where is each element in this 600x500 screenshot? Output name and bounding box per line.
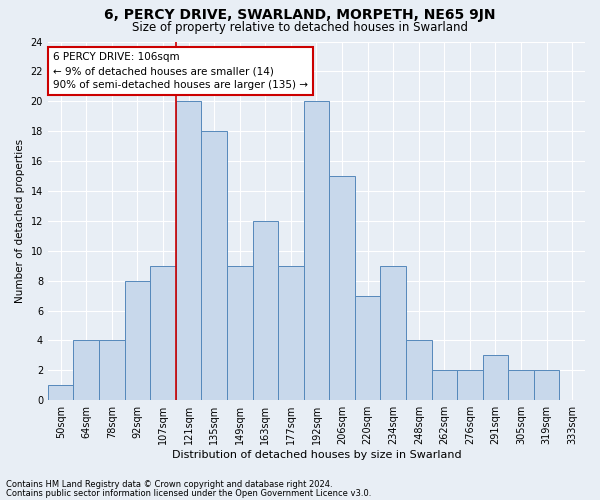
- Bar: [329, 176, 355, 400]
- Bar: [253, 221, 278, 400]
- Bar: [99, 340, 125, 400]
- Bar: [227, 266, 253, 400]
- Text: Size of property relative to detached houses in Swarland: Size of property relative to detached ho…: [132, 21, 468, 34]
- Bar: [457, 370, 482, 400]
- Bar: [150, 266, 176, 400]
- Bar: [202, 131, 227, 400]
- X-axis label: Distribution of detached houses by size in Swarland: Distribution of detached houses by size …: [172, 450, 461, 460]
- Bar: [380, 266, 406, 400]
- Bar: [48, 386, 73, 400]
- Bar: [176, 102, 202, 400]
- Bar: [355, 296, 380, 400]
- Bar: [406, 340, 431, 400]
- Text: Contains public sector information licensed under the Open Government Licence v3: Contains public sector information licen…: [6, 488, 371, 498]
- Bar: [73, 340, 99, 400]
- Bar: [482, 356, 508, 400]
- Text: 6 PERCY DRIVE: 106sqm
← 9% of detached houses are smaller (14)
90% of semi-detac: 6 PERCY DRIVE: 106sqm ← 9% of detached h…: [53, 52, 308, 90]
- Text: 6, PERCY DRIVE, SWARLAND, MORPETH, NE65 9JN: 6, PERCY DRIVE, SWARLAND, MORPETH, NE65 …: [104, 8, 496, 22]
- Bar: [534, 370, 559, 400]
- Bar: [304, 102, 329, 400]
- Text: Contains HM Land Registry data © Crown copyright and database right 2024.: Contains HM Land Registry data © Crown c…: [6, 480, 332, 489]
- Bar: [125, 280, 150, 400]
- Y-axis label: Number of detached properties: Number of detached properties: [15, 139, 25, 303]
- Bar: [508, 370, 534, 400]
- Bar: [278, 266, 304, 400]
- Bar: [431, 370, 457, 400]
